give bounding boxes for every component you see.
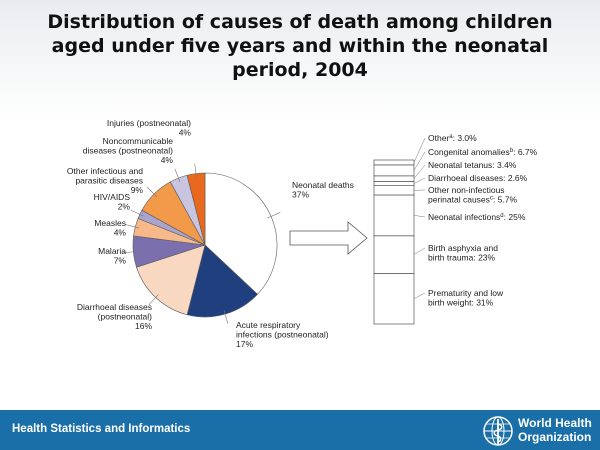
pie-leader-injuries-postneonatal [194, 163, 197, 178]
bar-label-birth-asphyxia-and-birth-trauma: Birth asphyxia and birth trauma: 23% [428, 243, 498, 263]
bar-leader-neonatal-tetanus [413, 164, 426, 179]
who-logo-line-1: World Health [518, 416, 592, 430]
who-logo-text: World Health Organization [518, 416, 592, 444]
bar-leader-congenital-anomalies [413, 151, 426, 171]
header-background [0, 0, 600, 120]
title-line-3: period, 2004 [232, 59, 368, 81]
bar-label-neonatal-tetanus: Neonatal tetanus: 3.4% [428, 160, 517, 170]
pie-label-measles: Measles 4% [94, 218, 126, 238]
bar-leader-diarrhoeal-diseases [413, 177, 426, 184]
bar-segment-congenital-anomalies [373, 164, 415, 177]
bar-leader-prematurity-and-low-birth-weight [413, 292, 426, 299]
bar-label-neonatal-infections: Neonatal infectionsd: 25% [428, 212, 526, 222]
bar-segment-other [373, 159, 415, 166]
title-line-1: Distribution of causes of death among ch… [47, 11, 553, 33]
title-line-2: aged under five years and within the neo… [51, 35, 549, 57]
pie-leader-neonatal-deaths [267, 212, 281, 219]
bar-label-congenital-anomalies: Congenital anomaliesb: 6.7% [428, 147, 538, 157]
bar-label-other-non-infectious-perinatal-causes: Other non-infectious perinatal causesc: 5… [428, 185, 517, 205]
page-title: Distribution of causes of death among ch… [40, 10, 560, 82]
bar-segment-neonatal-infections [373, 194, 415, 237]
chart-canvas: Neonatal deaths 37% Acute respiratory infec… [67, 118, 538, 349]
bar-label-prematurity-and-low-birth-weight: Prematurity and low birth weight: 31% [428, 288, 504, 308]
bar-leader-neonatal-infections [413, 215, 426, 218]
pie-leader-acute-respiratory-infections-postneonatal [223, 310, 229, 324]
bar-label-diarrhoeal-diseases: Diarrhoeal diseases: 2.6% [428, 173, 528, 183]
pie-label-noncommunicable-diseases-postneonatal: Noncommunicable diseases (postneonatal) 4% [83, 136, 174, 165]
bar-segment-birth-asphyxia-and-birth-trauma [373, 235, 415, 274]
bar-segment-diarrhoeal-diseases [373, 181, 415, 186]
arrow-icon [289, 221, 368, 255]
footer-bar: Health Statistics and Informatics World … [0, 410, 600, 450]
bar-leader-birth-asphyxia-and-birth-trauma [413, 247, 426, 255]
pie-leader-malaria [123, 251, 138, 254]
pie-leader-noncommunicable-diseases-postneonatal [174, 168, 181, 182]
who-logo-line-2: Organization [518, 430, 592, 444]
pie-leader-diarrhoeal-diseases-postneonatal [148, 294, 159, 305]
pie-label-acute-respiratory-infections-postneonatal: Acute respiratory infections (postneonata… [236, 320, 329, 349]
who-emblem-icon [483, 416, 513, 446]
pie-label-diarrhoeal-diseases-postneonatal: Diarrhoeal diseases (postneonatal) 16% [77, 302, 153, 331]
pie-leader-other-infectious-and-parasitic-diseases [146, 186, 158, 198]
bar-leader-other [413, 137, 426, 163]
bar-label-other: Othera: 3.0% [428, 133, 477, 143]
pie-label-malaria: Malaria 7% [98, 246, 126, 266]
pie-label-hiv-aids: HIV/AIDS 2% [94, 192, 131, 212]
pie-label-neonatal-deaths: Neonatal deaths 37% [292, 180, 354, 200]
pie-leader-measles [125, 224, 140, 229]
bar-segment-other-non-infectious-perinatal-causes [373, 185, 415, 196]
pie-label-other-infectious-and-parasitic-diseases: Other infectious and parasitic diseases 9% [67, 166, 144, 195]
bar-segment-neonatal-tetanus [373, 175, 415, 182]
footer-program-name: Health Statistics and Informatics [12, 423, 191, 435]
pie-label-injuries-postneonatal: Injuries (postneonatal) 4% [107, 118, 192, 138]
bar-segment-prematurity-and-low-birth-weight [373, 273, 415, 325]
pie-leader-hiv-aids [130, 209, 144, 217]
